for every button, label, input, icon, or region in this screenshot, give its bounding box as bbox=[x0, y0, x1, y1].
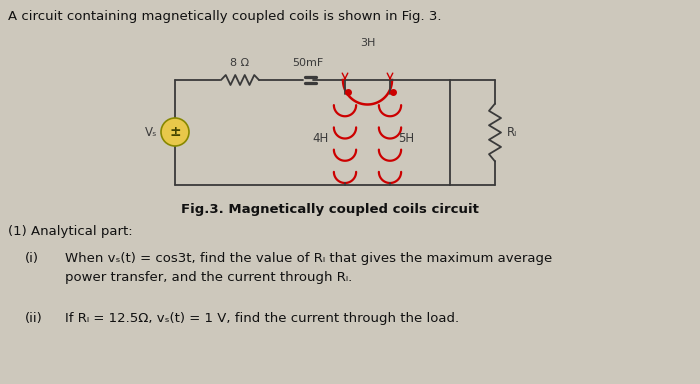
Text: Rₗ: Rₗ bbox=[507, 126, 517, 139]
Text: 8 Ω: 8 Ω bbox=[230, 58, 250, 68]
Text: (ii): (ii) bbox=[25, 312, 43, 325]
Text: 4H: 4H bbox=[313, 132, 329, 145]
Text: Vₛ: Vₛ bbox=[145, 126, 157, 139]
Text: ±: ± bbox=[169, 125, 181, 139]
Circle shape bbox=[161, 118, 189, 146]
Text: 3H: 3H bbox=[360, 38, 375, 48]
Text: 50mF: 50mF bbox=[293, 58, 323, 68]
Text: When vₛ(t) = cos3t, find the value of Rₗ that gives the maximum average
power tr: When vₛ(t) = cos3t, find the value of Rₗ… bbox=[65, 252, 552, 284]
Text: 5H: 5H bbox=[398, 132, 414, 145]
Text: If Rₗ = 12.5Ω, vₛ(t) = 1 V, find the current through the load.: If Rₗ = 12.5Ω, vₛ(t) = 1 V, find the cur… bbox=[65, 312, 459, 325]
Text: Fig.3. Magnetically coupled coils circuit: Fig.3. Magnetically coupled coils circui… bbox=[181, 203, 479, 216]
Text: (1) Analytical part:: (1) Analytical part: bbox=[8, 225, 132, 238]
Text: (i): (i) bbox=[25, 252, 39, 265]
Text: A circuit containing magnetically coupled coils is shown in Fig. 3.: A circuit containing magnetically couple… bbox=[8, 10, 442, 23]
